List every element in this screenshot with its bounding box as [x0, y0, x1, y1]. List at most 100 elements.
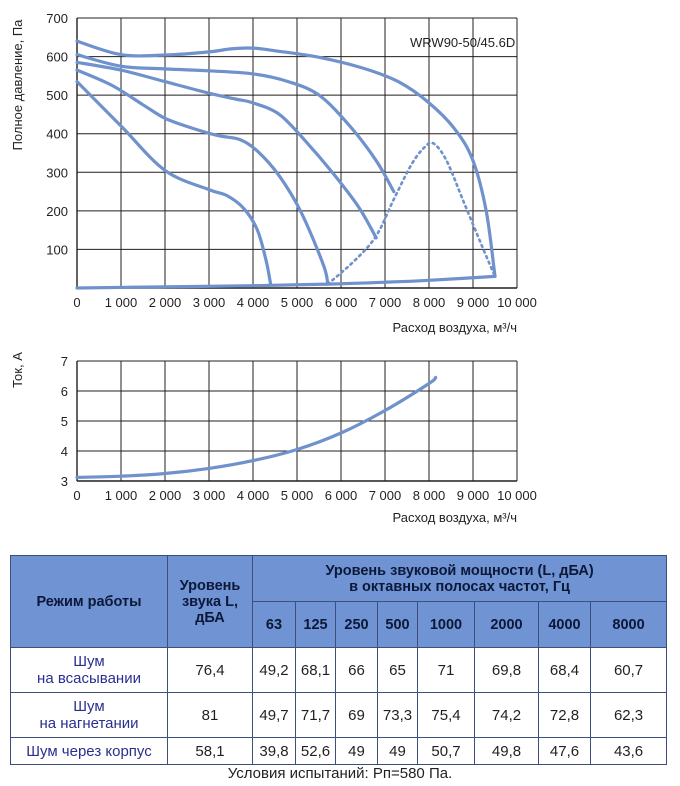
row-mode: Шум на всасывании	[10, 647, 168, 693]
x-tick-label: 3 000	[193, 295, 226, 310]
x-tick-label: 9 000	[457, 295, 490, 310]
x-tick-label: 5 000	[281, 488, 314, 503]
series-line-3	[75, 60, 378, 240]
row-value: 66	[335, 647, 378, 693]
y-axis-label: Ток, А	[10, 352, 25, 388]
y-tick-label: 200	[46, 204, 68, 219]
row-value: 75,4	[417, 692, 475, 738]
x-tick-label: 3 000	[193, 488, 226, 503]
series-line-4	[75, 68, 330, 286]
x-tick-label: 8 000	[413, 295, 446, 310]
row-value: 49,8	[474, 737, 539, 765]
x-tick-label: 0	[73, 488, 80, 503]
x-tick-label: 7 000	[369, 295, 402, 310]
row-value: 68,4	[538, 647, 591, 693]
chart-1: 0 1 000 2 000 3 000 4 000 5 000 6 000 7 000 8 00…	[10, 11, 537, 335]
y-tick-label: 5	[61, 414, 68, 429]
header-freq: 2000	[474, 601, 539, 648]
row-mode-line1: Шум через корпус	[26, 742, 152, 760]
header-mode: Режим работы	[10, 555, 168, 648]
row-value: 71,7	[295, 692, 336, 738]
x-tick-label: 9 000	[457, 488, 490, 503]
series-line-2	[75, 53, 396, 194]
row-value: 65	[377, 647, 418, 693]
charts-area: 0 1 000 2 000 3 000 4 000 5 000 6 000 7 000 8 00…	[10, 11, 537, 525]
header-sound-power-line2: в октавных полосах частот, Гц	[349, 578, 570, 595]
row-level: 58,1	[167, 737, 253, 765]
x-tick-label: 7 000	[369, 488, 402, 503]
y-axis-label: Полное давление, Па	[10, 19, 25, 151]
table-row: Шум на всасывании 76,4 49,2 68,1 66 65 7…	[10, 647, 668, 693]
y-tick-label: 400	[46, 127, 68, 142]
row-value: 73,3	[377, 692, 418, 738]
y-tick-label: 3	[61, 474, 68, 489]
header-freq: 500	[377, 601, 418, 648]
series-line-5	[75, 80, 273, 286]
series-line-1	[75, 39, 497, 278]
row-value: 49,2	[252, 647, 296, 693]
row-level: 81	[167, 692, 253, 738]
x-axis-label: Расход воздуха, м³/ч	[392, 510, 517, 525]
row-value: 68,1	[295, 647, 336, 693]
row-mode-line1: Шум	[73, 698, 105, 715]
row-value: 50,7	[417, 737, 475, 765]
x-tick-label: 2 000	[149, 295, 182, 310]
x-tick-label: 1 000	[105, 295, 138, 310]
header-freq: 8000	[589, 601, 668, 648]
table-row: Шум на нагнетании 81 49,7 71,7 69 73,3 7…	[10, 692, 668, 738]
test-conditions: Условия испытаний: Pп=580 Па.	[227, 765, 453, 782]
row-mode: Шум через корпус	[10, 737, 168, 765]
x-tick-label: 6 000	[325, 295, 358, 310]
row-mode: Шум на нагнетании	[10, 692, 168, 738]
y-tick-label: 500	[46, 88, 68, 103]
noise-table: Режим работы Уровень звука L, дБА Уровен…	[10, 555, 668, 765]
row-mode-line1: Шум	[73, 653, 105, 670]
header-freq: 1000	[417, 601, 475, 648]
x-tick-label: 6 000	[325, 488, 358, 503]
x-tick-label: 4 000	[237, 295, 270, 310]
header-sound-power-line1: Уровень звуковой мощности (L, дБА)	[325, 562, 594, 579]
x-tick-label: 10 000	[497, 295, 537, 310]
x-tick-label: 8 000	[413, 488, 446, 503]
table-row: Шум через корпус 58,1 39,8 52,6 49 49 50…	[10, 737, 668, 765]
row-value: 52,6	[295, 737, 336, 765]
series-line-1	[75, 375, 438, 479]
series-line-7	[326, 141, 497, 286]
y-tick-label: 700	[46, 11, 68, 26]
y-tick-label: 600	[46, 50, 68, 65]
x-tick-label: 2 000	[149, 488, 182, 503]
header-freq: 125	[295, 601, 336, 648]
x-tick-label: 5 000	[281, 295, 314, 310]
y-tick-label: 7	[61, 354, 68, 369]
y-tick-label: 100	[46, 242, 68, 257]
header-sound-level: Уровень звука L, дБА	[167, 555, 253, 648]
row-level: 76,4	[167, 647, 253, 693]
x-tick-label: 1 000	[105, 488, 138, 503]
series-line-6	[75, 274, 497, 290]
header-sound-power: Уровень звуковой мощности (L, дБА) в окт…	[251, 555, 668, 602]
row-value: 39,8	[252, 737, 296, 765]
row-value: 60,7	[589, 647, 668, 693]
y-tick-label: 4	[61, 444, 68, 459]
header-freq: 63	[252, 601, 296, 648]
y-tick-label: 6	[61, 384, 68, 399]
y-tick-label: 300	[46, 165, 68, 180]
header-freq: 250	[335, 601, 378, 648]
row-value: 49,7	[252, 692, 296, 738]
x-tick-label: 10 000	[497, 488, 537, 503]
row-mode-line2: на нагнетании	[39, 715, 139, 732]
x-tick-label: 0	[73, 295, 80, 310]
row-value: 71	[417, 647, 475, 693]
row-value: 74,2	[474, 692, 539, 738]
row-value: 47,6	[538, 737, 591, 765]
row-value: 49	[377, 737, 418, 765]
x-tick-label: 4 000	[237, 488, 270, 503]
header-freq: 4000	[538, 601, 591, 648]
row-value: 43,6	[589, 737, 668, 765]
chart-2: 0 1 000 2 000 3 000 4 000 5 000 6 000 7 000 8 00…	[10, 352, 537, 525]
chart-title: WRW90-50/45.6D	[410, 35, 515, 50]
row-value: 69,8	[474, 647, 539, 693]
x-axis-label: Расход воздуха, м³/ч	[392, 320, 517, 335]
row-value: 69	[335, 692, 378, 738]
row-value: 72,8	[538, 692, 591, 738]
